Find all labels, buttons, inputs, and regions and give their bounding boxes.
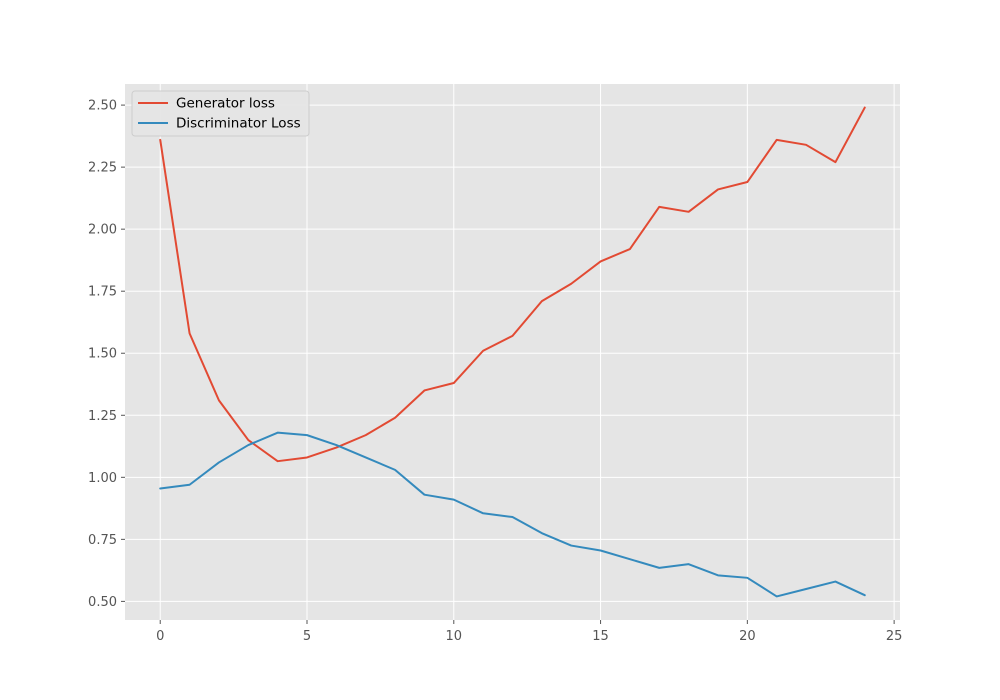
y-tick-label: 2.25 <box>88 161 117 176</box>
series-lines <box>159 106 866 598</box>
plot-area <box>125 84 900 620</box>
y-tick-label: 2.00 <box>88 223 117 238</box>
y-tick-label: 1.00 <box>88 471 117 486</box>
y-tick-label: 0.50 <box>88 595 117 610</box>
x-axis: 0 5 10 15 20 25 <box>156 620 902 644</box>
y-axis: 0.50 0.75 1.00 1.25 1.50 1.75 2.00 2.25 2.50 <box>88 99 125 610</box>
grid-lines <box>125 84 900 620</box>
discriminator-loss-line <box>159 431 866 598</box>
x-tick-label: 15 <box>592 629 609 644</box>
legend-label-generator: Generator loss <box>176 96 275 112</box>
x-tick-label: 20 <box>739 629 756 644</box>
y-tick-label: 2.50 <box>88 99 117 114</box>
x-tick-label: 25 <box>886 629 903 644</box>
y-tick-label: 1.50 <box>88 347 117 362</box>
x-tick-label: 0 <box>156 629 164 644</box>
y-tick-label: 1.75 <box>88 285 117 300</box>
y-tick-label: 0.75 <box>88 533 117 548</box>
legend-label-discriminator: Discriminator Loss <box>176 116 301 132</box>
generator-loss-line <box>159 106 866 463</box>
x-tick-label: 5 <box>303 629 311 644</box>
legend: Generator loss Discriminator Loss <box>131 90 310 137</box>
legend-box <box>131 90 310 137</box>
y-tick-label: 1.25 <box>88 409 117 424</box>
x-tick-label: 10 <box>446 629 463 644</box>
